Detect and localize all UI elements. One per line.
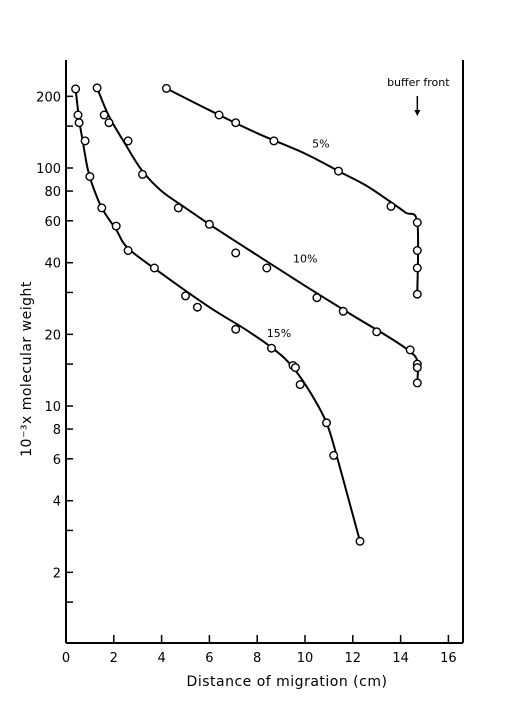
y-tick-label: 80	[44, 185, 61, 200]
y-tick-label: 6	[53, 453, 61, 468]
point-10pct	[338, 306, 348, 316]
x-tick-label: 12	[345, 651, 362, 666]
buffer-front-arrowhead	[414, 110, 421, 116]
buffer-front-label: buffer front	[387, 76, 450, 89]
point-5pct	[214, 110, 224, 120]
fit-curves	[74, 87, 420, 542]
y-tick-label: 100	[36, 162, 61, 177]
y-tick-label: 20	[44, 328, 61, 343]
x-tick-label: 2	[110, 651, 118, 666]
point-10pct	[92, 83, 102, 93]
point-5pct	[231, 118, 241, 128]
x-tick-label: 8	[253, 651, 261, 666]
x-tick-label: 10	[297, 651, 314, 666]
x-tick-label: 16	[440, 651, 457, 666]
y-tick-label: 4	[53, 495, 61, 510]
ticks: 0 2 4 6 8 10 12 14 16 2 4 6 8 10 20 40 60 80 100 200	[36, 90, 457, 666]
point-5pct	[412, 217, 422, 227]
point-5pct	[161, 83, 171, 93]
point-15pct	[231, 324, 241, 334]
point-5pct	[412, 245, 422, 255]
point-10pct	[173, 203, 183, 213]
data-points	[71, 83, 422, 546]
point-15pct	[85, 172, 95, 182]
point-15pct	[123, 245, 133, 255]
point-15pct	[74, 118, 84, 128]
point-10pct	[137, 169, 147, 179]
point-10pct	[312, 293, 322, 303]
point-10pct	[262, 263, 272, 273]
point-15pct	[192, 302, 202, 312]
y-tick-label: 10	[44, 400, 61, 415]
x-tick-label: 0	[62, 651, 70, 666]
series-labels: 5% 10% 15%	[267, 137, 330, 340]
point-15pct	[329, 450, 339, 460]
point-15pct	[355, 536, 365, 546]
y-tick-label: 40	[44, 257, 61, 272]
axes	[65, 60, 464, 644]
point-15pct	[80, 136, 90, 146]
point-10pct	[405, 345, 415, 355]
point-10pct	[99, 110, 109, 120]
series-label-5pct: 5%	[312, 137, 329, 150]
y-axis-title: 10⁻³x molecular weight	[19, 281, 35, 457]
point-5pct	[412, 289, 422, 299]
point-15pct	[295, 380, 305, 390]
y-tick-label: 2	[53, 566, 61, 581]
point-10pct	[412, 363, 422, 373]
series-label-10pct: 10%	[293, 253, 317, 266]
point-15pct	[97, 203, 107, 213]
series-label-15pct: 15%	[267, 327, 291, 340]
point-10pct	[412, 378, 422, 388]
point-5pct	[269, 136, 279, 146]
x-tick-label: 4	[157, 651, 165, 666]
point-15pct	[149, 263, 159, 273]
curve-15pct	[74, 88, 361, 542]
point-15pct	[71, 84, 81, 94]
point-10pct	[104, 118, 114, 128]
point-15pct	[111, 221, 121, 231]
annotations: buffer front	[387, 76, 450, 116]
x-tick-label: 6	[205, 651, 213, 666]
point-10pct	[372, 327, 382, 337]
point-10pct	[231, 248, 241, 258]
point-10pct	[123, 136, 133, 146]
point-15pct	[322, 418, 332, 428]
x-tick-label: 14	[392, 651, 409, 666]
y-tick-label: 200	[36, 90, 61, 105]
point-5pct	[412, 263, 422, 273]
point-10pct	[204, 219, 214, 229]
point-15pct	[73, 110, 83, 120]
point-5pct	[334, 166, 344, 176]
point-5pct	[386, 201, 396, 211]
point-15pct	[180, 291, 190, 301]
x-axis-title: Distance of migration (cm)	[187, 674, 388, 690]
y-tick-label: 60	[44, 215, 61, 230]
point-15pct	[267, 343, 277, 353]
point-15pct	[290, 363, 300, 373]
y-tick-label: 8	[53, 423, 61, 438]
